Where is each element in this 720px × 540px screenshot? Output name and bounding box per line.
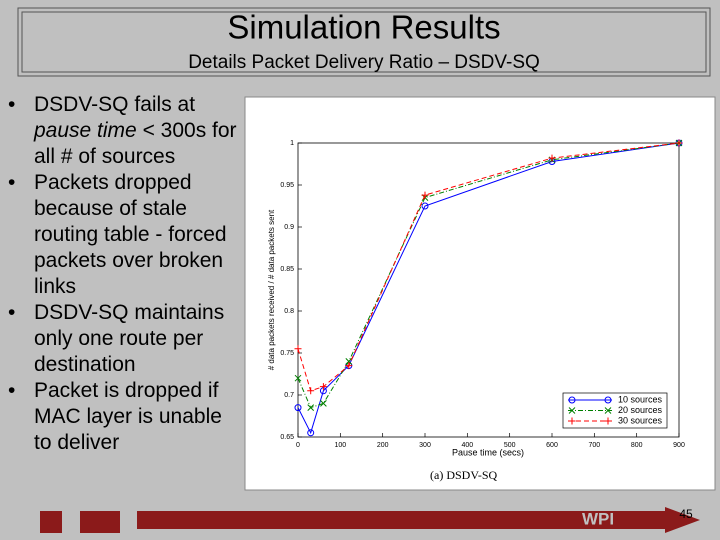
y-axis-label: # data packets received / # data packets… bbox=[267, 209, 276, 370]
x-tick-label: 100 bbox=[334, 442, 346, 449]
y-tick-label: 0.8 bbox=[284, 308, 294, 315]
bullet-text: < 300s for all # of sources bbox=[34, 119, 237, 168]
bullet: DSDV-SQ fails at pause time < 300s for a… bbox=[8, 92, 240, 170]
marker bbox=[294, 345, 302, 353]
marker bbox=[421, 191, 429, 199]
y-tick-label: 1 bbox=[290, 140, 294, 147]
bullet-list: DSDV-SQ fails at pause time < 300s for a… bbox=[8, 92, 240, 456]
chart-caption: (a) DSDV-SQ bbox=[430, 468, 498, 482]
x-tick-label: 600 bbox=[546, 442, 558, 449]
marker bbox=[307, 387, 315, 395]
logo: WPI bbox=[582, 509, 614, 528]
bullet: Packets dropped because of stale routing… bbox=[8, 170, 240, 300]
legend-label: 20 sources bbox=[618, 405, 663, 415]
title-frame bbox=[17, 7, 711, 77]
x-tick-label: 200 bbox=[377, 442, 389, 449]
marker bbox=[604, 407, 612, 414]
page-number: 45 bbox=[679, 507, 693, 521]
marker bbox=[320, 400, 327, 407]
marker bbox=[675, 139, 683, 147]
x-tick-label: 500 bbox=[504, 442, 516, 449]
bullet-text: pause time bbox=[34, 119, 137, 142]
legend-label: 30 sources bbox=[618, 415, 663, 425]
y-tick-label: 0.75 bbox=[280, 350, 294, 357]
marker bbox=[294, 404, 302, 412]
title-frame bbox=[21, 11, 707, 73]
marker bbox=[307, 404, 315, 411]
y-tick-label: 0.95 bbox=[280, 182, 294, 189]
x-tick-label: 700 bbox=[588, 442, 600, 449]
marker bbox=[345, 358, 353, 365]
marker bbox=[568, 417, 576, 425]
x-axis-label: Pause time (secs) bbox=[452, 447, 524, 457]
marker bbox=[307, 429, 315, 437]
plot-area bbox=[297, 142, 680, 438]
slide-subtitle: Details Packet Delivery Ratio – DSDV-SQ bbox=[188, 52, 540, 73]
marker bbox=[604, 396, 612, 404]
marker bbox=[568, 407, 576, 414]
chart-panel bbox=[244, 96, 716, 491]
y-tick-label: 0.85 bbox=[280, 266, 294, 273]
bullet: Packet is dropped if MAC layer is unable… bbox=[8, 378, 240, 456]
x-tick-label: 900 bbox=[673, 442, 685, 449]
marker bbox=[319, 383, 327, 391]
x-tick-label: 0 bbox=[296, 442, 300, 449]
marker bbox=[568, 396, 576, 404]
marker bbox=[548, 154, 556, 162]
bullet-text: DSDV-SQ fails at bbox=[34, 93, 196, 116]
footer-square bbox=[80, 511, 120, 533]
x-tick-label: 400 bbox=[461, 442, 473, 449]
footer-square bbox=[40, 511, 62, 533]
marker bbox=[421, 202, 429, 210]
y-tick-label: 0.65 bbox=[280, 434, 294, 441]
bullet: DSDV-SQ maintains only one route per des… bbox=[8, 300, 240, 378]
footer-arrow bbox=[137, 507, 700, 533]
y-tick-label: 0.9 bbox=[284, 224, 294, 231]
bullet-text: Packets dropped because of stale routing… bbox=[34, 171, 227, 298]
slide-title: Simulation Results bbox=[227, 9, 500, 46]
marker bbox=[294, 374, 302, 382]
marker bbox=[345, 362, 353, 370]
bullet-text: DSDV-SQ maintains only one route per des… bbox=[34, 301, 225, 376]
x-tick-label: 800 bbox=[631, 442, 643, 449]
x-tick-label: 300 bbox=[419, 442, 431, 449]
legend-label: 10 sources bbox=[618, 394, 663, 404]
y-tick-label: 0.7 bbox=[284, 392, 294, 399]
bullet-text: Packet is dropped if MAC layer is unable… bbox=[34, 379, 222, 454]
marker bbox=[604, 417, 612, 425]
